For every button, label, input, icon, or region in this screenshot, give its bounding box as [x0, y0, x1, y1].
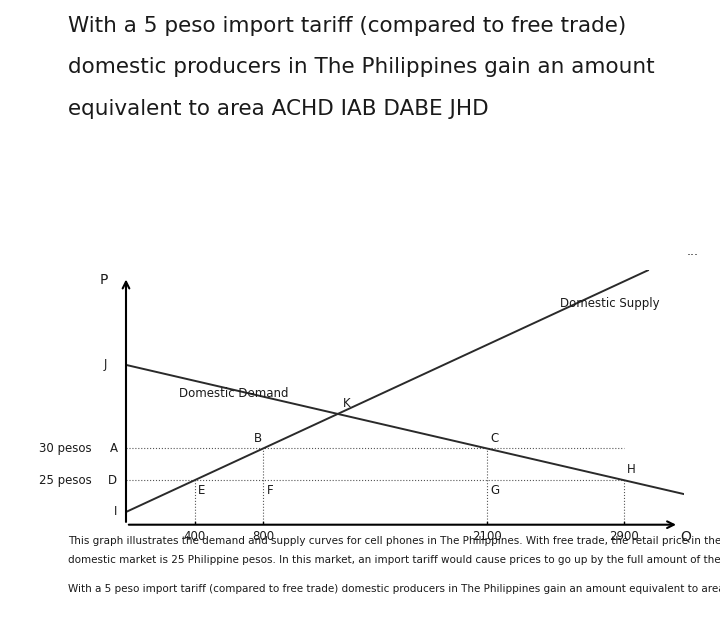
Text: Domestic Demand: Domestic Demand: [179, 387, 289, 400]
Text: P: P: [99, 273, 108, 287]
Text: E: E: [198, 484, 205, 497]
Text: 30 pesos: 30 pesos: [39, 442, 91, 455]
Text: G: G: [490, 484, 499, 497]
Text: Q: Q: [680, 530, 691, 544]
Text: equivalent to area ACHD IAB DABE JHD: equivalent to area ACHD IAB DABE JHD: [68, 99, 489, 118]
Text: domestic market is 25 Philippine pesos. In this market, an import tariff would c: domestic market is 25 Philippine pesos. …: [68, 555, 720, 565]
Text: 2100: 2100: [472, 530, 501, 543]
Text: 400: 400: [184, 530, 206, 543]
Text: K: K: [343, 397, 351, 410]
Text: I: I: [114, 506, 117, 518]
Text: B: B: [253, 432, 261, 445]
Text: A: A: [109, 442, 117, 455]
Text: With a 5 peso import tariff (compared to free trade) domestic producers in The P: With a 5 peso import tariff (compared to…: [68, 584, 720, 594]
Text: H: H: [627, 464, 636, 476]
Text: 800: 800: [252, 530, 274, 543]
Text: Domestic Supply: Domestic Supply: [560, 297, 660, 310]
Text: With a 5 peso import tariff (compared to free trade): With a 5 peso import tariff (compared to…: [68, 16, 626, 36]
Text: J: J: [104, 359, 107, 371]
Text: C: C: [490, 432, 498, 445]
Text: 2900: 2900: [609, 530, 639, 543]
Text: D: D: [108, 474, 117, 487]
Text: F: F: [267, 484, 274, 497]
Text: ...: ...: [686, 245, 698, 258]
Text: domestic producers in The Philippines gain an amount: domestic producers in The Philippines ga…: [68, 57, 655, 77]
Text: This graph illustrates the demand and supply curves for cell phones in The Phili: This graph illustrates the demand and su…: [68, 536, 720, 546]
Text: 25 pesos: 25 pesos: [39, 474, 91, 487]
